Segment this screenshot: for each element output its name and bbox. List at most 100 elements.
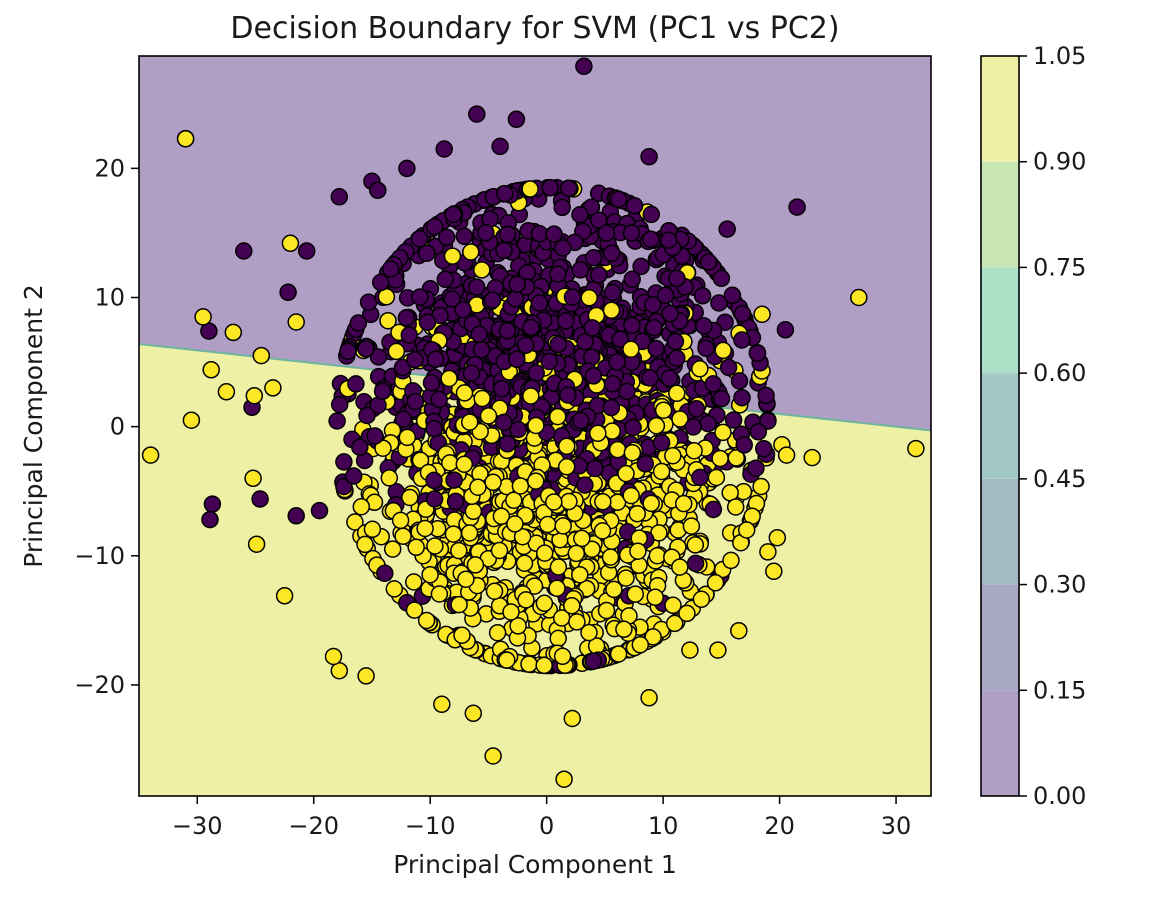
scatter-point — [609, 190, 628, 208]
scatter-point — [726, 498, 745, 516]
scatter-point — [279, 283, 297, 302]
scatter-point — [245, 386, 264, 405]
scatter-point — [576, 332, 594, 351]
scatter-point — [445, 471, 463, 489]
scatter-point — [727, 449, 746, 467]
colorbar-tick-label: 0.60 — [1033, 359, 1086, 387]
scatter-point — [556, 312, 575, 330]
scatter-point — [374, 439, 392, 457]
scatter-point — [418, 313, 437, 332]
scatter-point — [344, 467, 363, 485]
scatter-point — [553, 647, 572, 666]
scatter-point — [339, 342, 357, 360]
scatter-point — [477, 223, 495, 242]
scatter-point — [652, 462, 671, 481]
scatter-point — [464, 704, 483, 723]
colorbar-tick-label: 0.15 — [1033, 676, 1086, 704]
scatter-point — [777, 446, 796, 464]
scatter-point — [687, 400, 706, 418]
scatter-point — [450, 595, 468, 614]
scatter-point — [583, 319, 601, 337]
scatter-point — [347, 375, 365, 393]
scatter-point — [573, 529, 591, 548]
scatter-point — [421, 565, 439, 584]
scatter-point — [724, 411, 743, 429]
colorbar-segment — [981, 161, 1019, 268]
scatter-point — [719, 358, 738, 377]
scatter-point — [697, 339, 715, 358]
scatter-point — [609, 645, 628, 663]
scatter-point — [647, 416, 666, 435]
scatter-point — [473, 261, 491, 279]
y-tick-label: 10 — [94, 284, 125, 312]
scatter-point — [664, 596, 682, 615]
scatter-point — [668, 384, 686, 403]
scatter-point — [686, 554, 705, 573]
scatter-point — [324, 647, 343, 666]
scatter-point — [400, 326, 419, 344]
scatter-point — [498, 651, 516, 669]
scatter-point — [509, 617, 527, 635]
scatter-point — [357, 667, 375, 685]
scatter-point — [527, 364, 545, 382]
scatter-point — [454, 300, 472, 319]
scatter-point — [443, 247, 462, 265]
scatter-point — [371, 273, 390, 292]
scatter-point — [490, 541, 509, 560]
scatter-point — [443, 290, 461, 308]
scatter-point — [752, 477, 770, 496]
scatter-point — [557, 437, 576, 456]
scatter-point — [636, 455, 655, 473]
scatter-point — [359, 293, 378, 311]
scatter-point — [484, 747, 502, 765]
scatter-point — [747, 459, 765, 477]
scatter-point — [444, 205, 463, 224]
scatter-point — [506, 515, 524, 533]
colorbar — [981, 56, 1019, 796]
scatter-point — [597, 224, 616, 242]
scatter-point — [586, 459, 604, 478]
scatter-point — [433, 695, 451, 714]
scatter-point — [398, 428, 417, 447]
scatter-point — [530, 294, 549, 312]
scatter-point — [369, 181, 387, 200]
scatter-point — [522, 318, 540, 337]
scatter-point — [668, 269, 686, 288]
scatter-point — [704, 500, 723, 519]
scatter-point — [411, 288, 429, 306]
scatter-point — [549, 629, 567, 648]
x-axis-label: Principal Component 1 — [393, 850, 676, 879]
scatter-point — [664, 446, 682, 465]
scatter-point — [714, 341, 732, 360]
scatter-point — [446, 492, 465, 511]
scatter-point — [357, 340, 375, 358]
scatter-point — [417, 611, 436, 630]
scatter-point — [264, 379, 282, 397]
scatter-point — [328, 412, 346, 430]
scatter-point — [749, 423, 768, 441]
scatter-point — [406, 392, 425, 411]
scatter-point — [659, 231, 678, 249]
scatter-point — [251, 490, 269, 508]
y-axis-label: Principal Component 2 — [19, 284, 48, 567]
colorbar-ticks: 0.00 0.15 0.30 0.45 0.60 0.75 0.90 1.05 — [1019, 42, 1086, 810]
scatter-point — [224, 323, 243, 342]
scatter-point — [495, 241, 513, 260]
scatter-point — [632, 257, 650, 276]
scatter-point — [436, 270, 455, 289]
scatter-point — [405, 601, 424, 619]
scatter-point — [765, 562, 783, 581]
scatter-point — [623, 316, 641, 335]
scatter-point — [281, 234, 300, 253]
scatter-point — [555, 770, 573, 788]
scatter-point — [430, 585, 449, 603]
scatter-point — [560, 492, 578, 511]
x-tick-label: −10 — [405, 812, 456, 840]
scatter-point — [363, 520, 382, 539]
scatter-point — [682, 517, 701, 535]
scatter-point — [647, 339, 665, 358]
scatter-point — [704, 375, 723, 393]
scatter-point — [201, 510, 219, 529]
scatter-point — [495, 413, 513, 432]
scatter-point — [508, 350, 526, 369]
